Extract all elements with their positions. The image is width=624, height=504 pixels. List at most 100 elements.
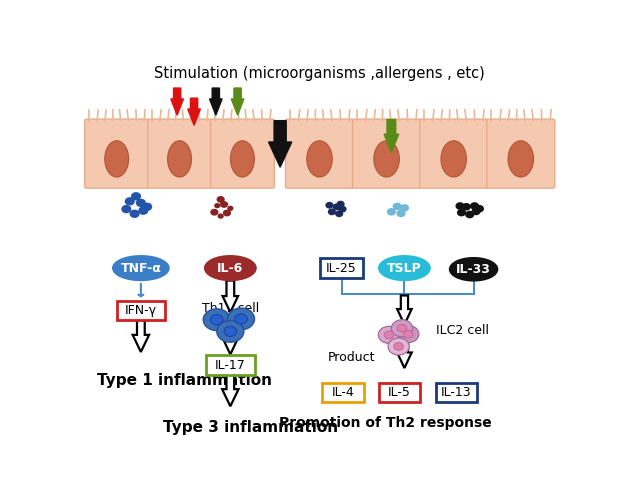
Circle shape <box>132 193 140 200</box>
Circle shape <box>391 320 412 337</box>
Circle shape <box>388 338 409 355</box>
FancyArrow shape <box>171 88 183 115</box>
Circle shape <box>218 214 223 218</box>
Ellipse shape <box>105 141 129 177</box>
Circle shape <box>143 203 152 210</box>
Ellipse shape <box>374 141 399 177</box>
Circle shape <box>466 212 474 218</box>
Bar <box>379 383 420 402</box>
Circle shape <box>203 309 230 331</box>
Circle shape <box>339 207 346 212</box>
Text: Product: Product <box>328 351 375 364</box>
Text: ILC2 cell: ILC2 cell <box>436 324 489 337</box>
Bar <box>320 258 363 278</box>
Circle shape <box>125 198 134 205</box>
FancyArrow shape <box>188 98 200 125</box>
Circle shape <box>462 204 470 210</box>
FancyBboxPatch shape <box>420 119 488 188</box>
Bar <box>286 120 554 186</box>
Circle shape <box>137 200 145 207</box>
Bar <box>323 383 364 402</box>
Circle shape <box>227 308 255 330</box>
Circle shape <box>394 343 404 350</box>
Circle shape <box>221 202 227 207</box>
FancyBboxPatch shape <box>148 119 212 188</box>
Text: IL-5: IL-5 <box>388 386 411 399</box>
Ellipse shape <box>450 258 497 281</box>
Circle shape <box>235 314 247 324</box>
Ellipse shape <box>230 141 255 177</box>
Circle shape <box>328 209 335 215</box>
FancyBboxPatch shape <box>210 119 275 188</box>
Circle shape <box>397 326 419 343</box>
Circle shape <box>224 326 236 336</box>
Circle shape <box>404 330 413 338</box>
Bar <box>436 383 477 402</box>
Text: TSLP: TSLP <box>387 262 422 275</box>
Bar <box>206 355 255 375</box>
Circle shape <box>217 197 224 202</box>
Circle shape <box>378 326 399 343</box>
Circle shape <box>326 203 333 208</box>
Ellipse shape <box>205 256 256 280</box>
Circle shape <box>456 203 464 209</box>
FancyArrow shape <box>232 88 244 115</box>
Circle shape <box>397 325 407 332</box>
FancyArrow shape <box>133 320 149 352</box>
FancyArrow shape <box>397 339 412 368</box>
FancyArrow shape <box>223 281 238 312</box>
Circle shape <box>122 206 130 213</box>
Text: IL-25: IL-25 <box>326 262 357 275</box>
Text: Promotion of Th2 response: Promotion of Th2 response <box>279 416 492 430</box>
Text: IL-13: IL-13 <box>441 386 472 399</box>
Circle shape <box>336 211 343 217</box>
Circle shape <box>475 206 483 212</box>
Ellipse shape <box>168 141 192 177</box>
Text: IL-33: IL-33 <box>456 263 491 276</box>
Text: IL-6: IL-6 <box>217 262 243 275</box>
Circle shape <box>130 210 139 217</box>
Circle shape <box>223 210 230 216</box>
FancyArrow shape <box>210 88 222 115</box>
Text: IL-17: IL-17 <box>215 359 246 371</box>
Circle shape <box>388 209 395 215</box>
Text: IFN-γ: IFN-γ <box>125 304 157 318</box>
Circle shape <box>397 210 405 217</box>
Circle shape <box>472 208 480 215</box>
Text: Type 1 inflammation: Type 1 inflammation <box>97 373 272 388</box>
Text: Type 3 inflammation: Type 3 inflammation <box>163 420 338 435</box>
Ellipse shape <box>441 141 467 177</box>
Text: IL-4: IL-4 <box>331 386 354 399</box>
Circle shape <box>333 204 340 210</box>
Circle shape <box>139 207 148 214</box>
Circle shape <box>337 202 344 207</box>
Ellipse shape <box>307 141 332 177</box>
Bar <box>117 301 165 321</box>
Circle shape <box>470 203 479 209</box>
Circle shape <box>228 207 233 210</box>
Text: TNF-α: TNF-α <box>120 262 162 275</box>
Circle shape <box>384 331 394 339</box>
Text: Stimulation (microorganisms ,allergens , etc): Stimulation (microorganisms ,allergens ,… <box>154 66 485 81</box>
FancyArrow shape <box>268 120 292 167</box>
Ellipse shape <box>508 141 534 177</box>
Circle shape <box>401 205 408 211</box>
FancyArrow shape <box>222 374 238 406</box>
Text: Th17 cell: Th17 cell <box>202 302 259 316</box>
Ellipse shape <box>379 256 430 280</box>
FancyBboxPatch shape <box>285 119 354 188</box>
Bar <box>85 120 274 186</box>
Ellipse shape <box>113 256 168 280</box>
FancyArrow shape <box>223 326 238 354</box>
Circle shape <box>211 210 218 215</box>
FancyBboxPatch shape <box>487 119 555 188</box>
Circle shape <box>457 210 466 216</box>
FancyBboxPatch shape <box>353 119 421 188</box>
FancyArrow shape <box>397 295 412 325</box>
Circle shape <box>217 321 244 342</box>
Circle shape <box>393 203 401 210</box>
FancyBboxPatch shape <box>85 119 149 188</box>
Circle shape <box>210 314 223 325</box>
Circle shape <box>215 204 220 208</box>
FancyArrow shape <box>384 119 399 153</box>
